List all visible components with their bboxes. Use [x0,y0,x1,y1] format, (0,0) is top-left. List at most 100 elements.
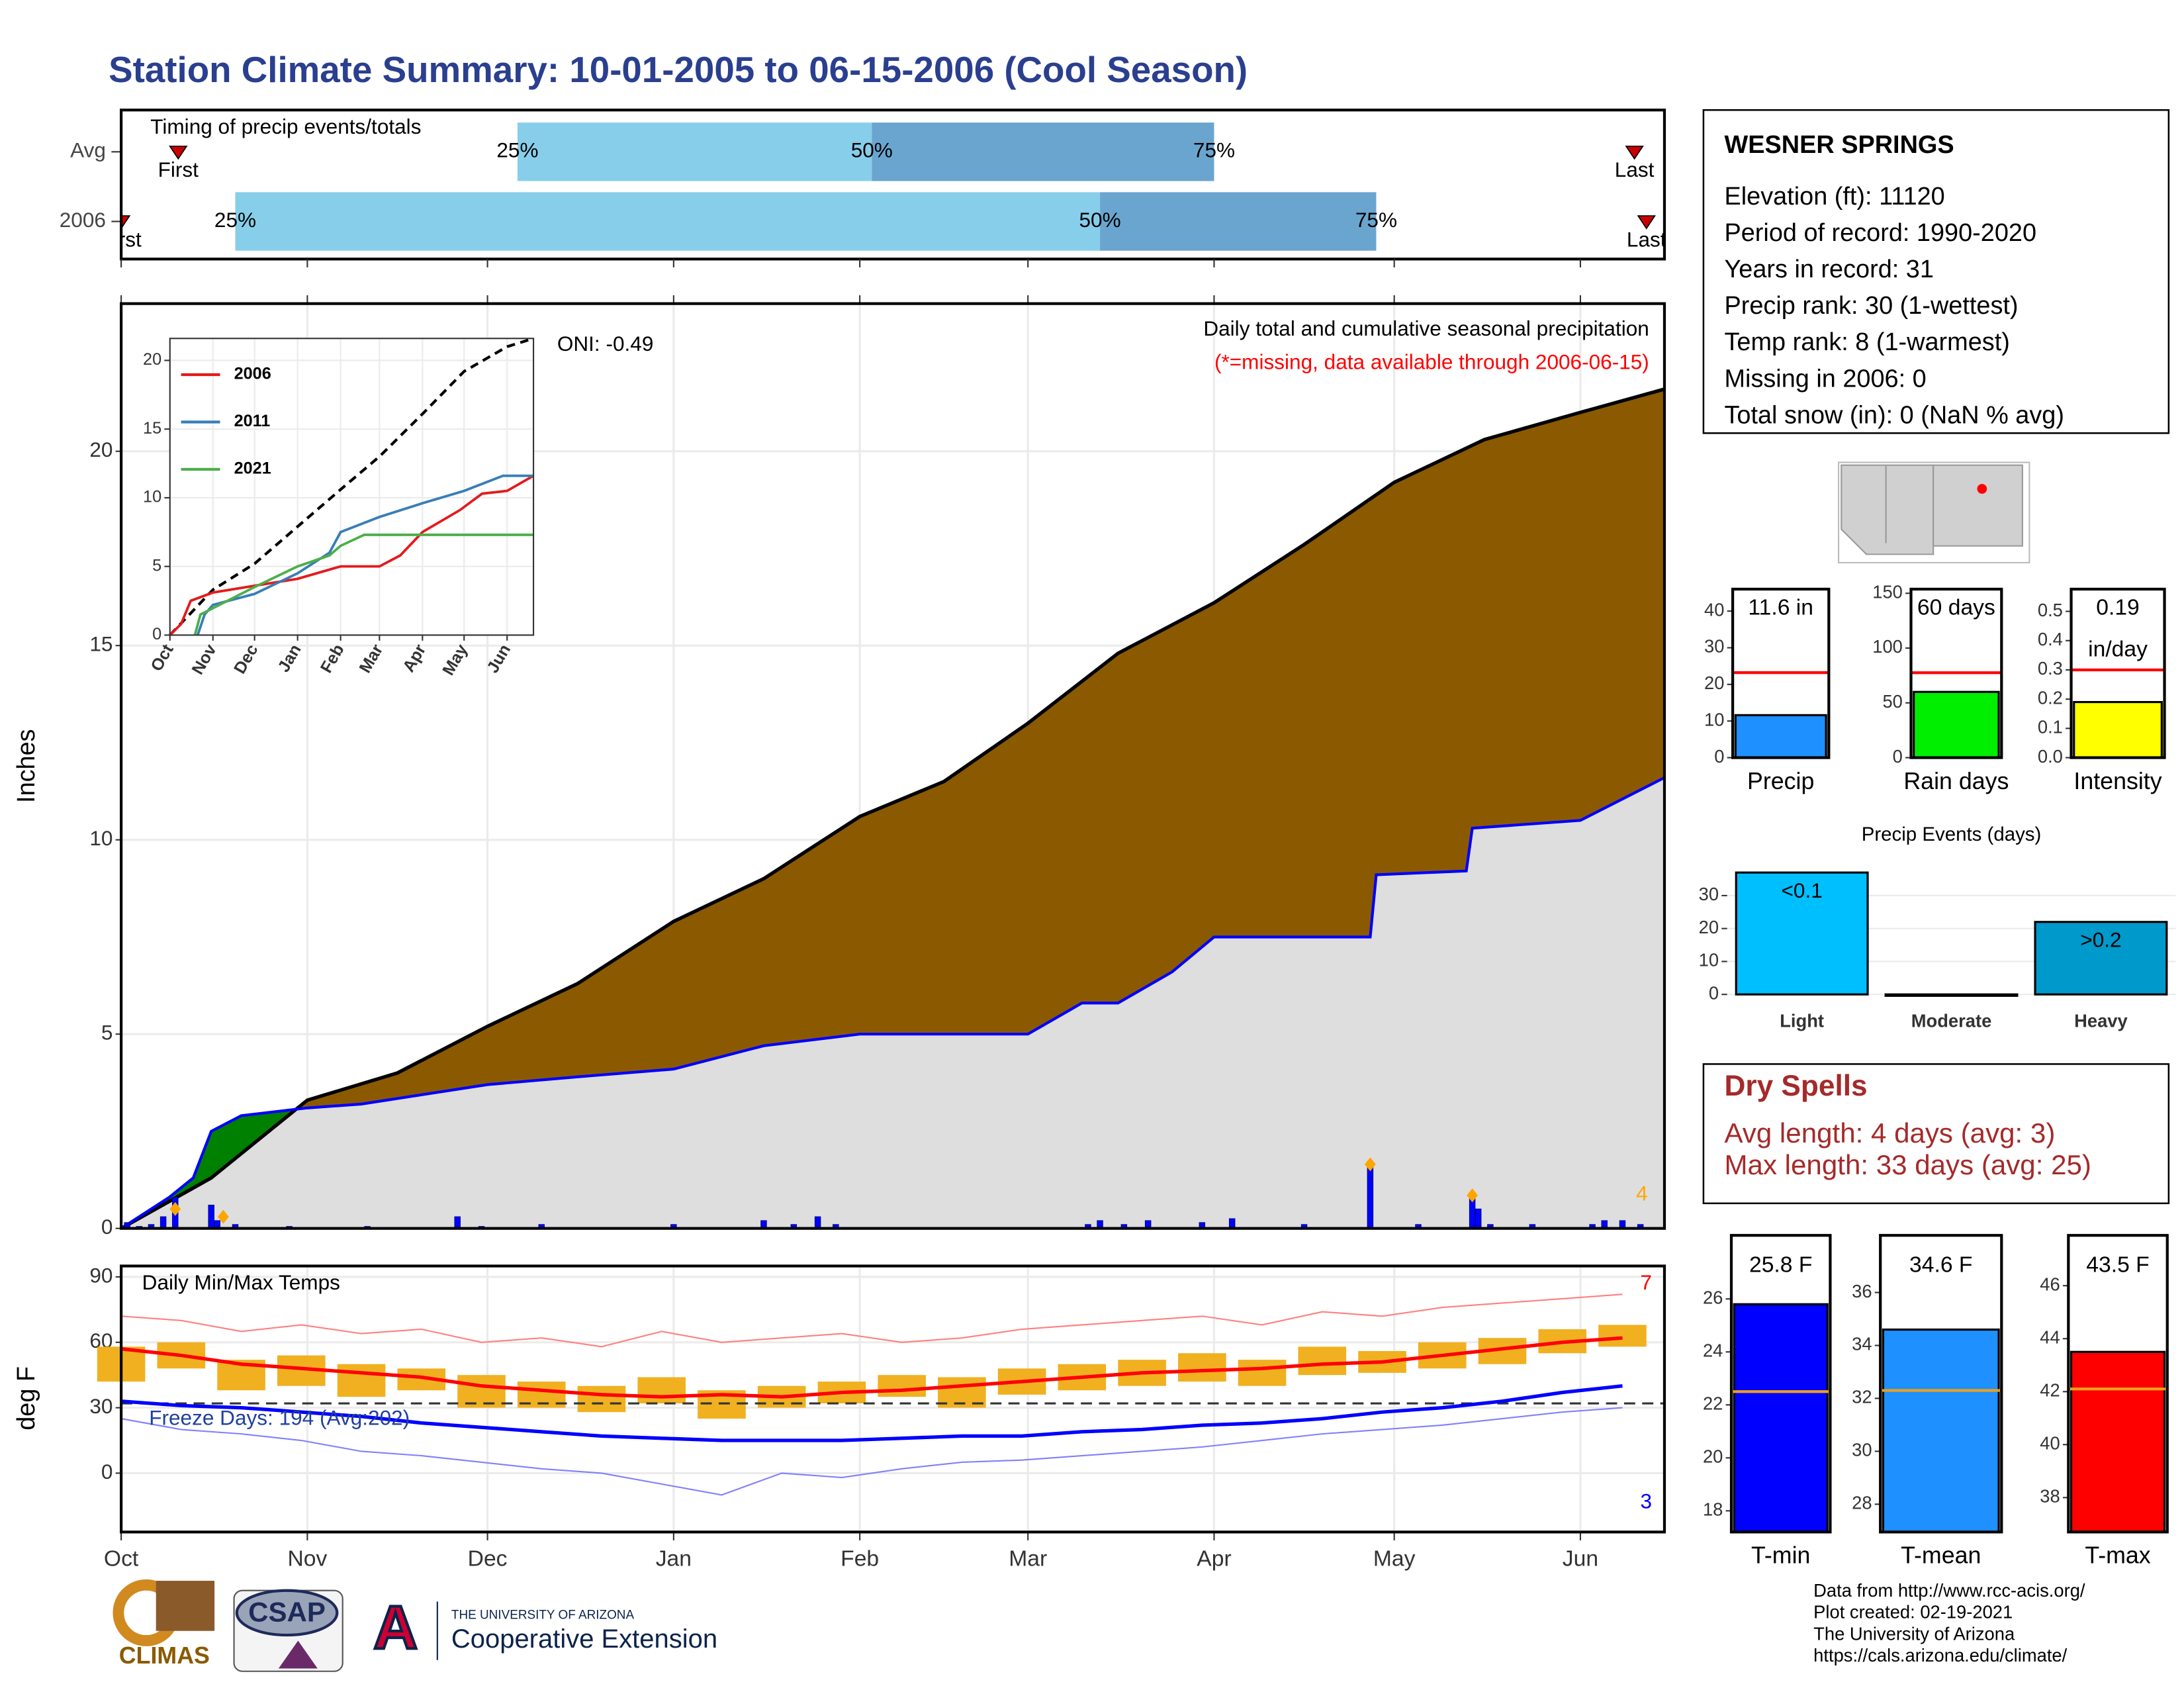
extreme-marker [169,1201,181,1216]
gauge-bar [2070,1350,2166,1533]
dry-spells-box [1702,1063,2170,1205]
y-tick-label: 38 [2040,1486,2060,1507]
temp-range-bar [577,1385,626,1413]
gauge-border [2067,1234,2169,1534]
legend-label: 2021 [234,459,271,478]
y-tick-label: 0 [1893,746,1903,767]
y-tick-label: 50 [1882,691,1902,712]
quantile-bar [235,192,1101,251]
temp-range-bar [1298,1346,1347,1376]
temp-line [120,1336,1623,1399]
value-label: 43.5 F [2086,1252,2149,1277]
y-tick-label: 15 [89,632,113,656]
x-tick-label: Moderate [1911,1011,1992,1031]
y-tick-label: 20 [1703,1446,1723,1467]
bar [1884,993,2019,997]
temp-range-bar [878,1375,926,1397]
climas-logo-block [156,1580,215,1631]
y-tick-label: 20 [1704,673,1724,693]
x-tick-label: Light [1780,1011,1824,1031]
y-tick-label: 10 [1699,950,1719,970]
csap-mountain [278,1640,318,1669]
station-box [1702,109,2170,434]
y-tick-label: 0.3 [2038,658,2063,679]
event-label: First [158,158,199,181]
category-label: Precip [1747,768,1814,794]
line [120,776,1665,1230]
extreme-marker [1467,1188,1479,1203]
daily-bar [814,1216,821,1229]
map-state [1933,464,2023,547]
quantile-label: 75% [1355,208,1397,232]
y-tick-label: 0 [1709,982,1719,1003]
station-line: Period of record: 1990-2020 [1724,219,2036,247]
quantile-label: 75% [1193,138,1235,162]
temps-title: Daily Min/Max Temps [142,1270,340,1294]
temp-range-bar [1238,1360,1287,1386]
location-map [1838,461,2030,564]
y-tick-label: 0 [101,1460,113,1483]
temp-line [120,1407,1623,1496]
station-line: Temp rank: 8 (1-warmest) [1724,328,2009,356]
y-tick-label: 34 [1852,1334,1872,1354]
event-marker [1637,215,1656,230]
event-marker [121,215,131,230]
credit-line: Plot created: 02-19-2021 [1813,1602,2013,1622]
x-tick-label: May [1373,1546,1416,1571]
y-axis-label: deg F [13,1366,40,1430]
y-tick-label: 5 [152,556,161,575]
category-label: T-max [2085,1542,2150,1569]
y-tick-label: 100 [1872,636,1903,657]
quantile-label: 25% [496,138,538,162]
ua-logo [365,1601,427,1658]
quantile-bar [872,122,1214,181]
station-location [1977,484,1987,494]
y-tick-label: 0.0 [2038,746,2063,767]
y-tick-label: 20 [1699,917,1719,937]
logos: CLIMAS CSAP A THE UNIVERSITY OF ARIZONA … [113,1579,717,1672]
y-tick-label: 30 [1699,884,1719,904]
y-tick-label: 28 [1852,1493,1872,1513]
temp-range-bar [637,1377,686,1404]
y-tick-label: 5 [101,1021,113,1045]
event-label: Last [1627,227,1666,251]
gauge-bar [1913,690,2000,759]
extension-text: Cooperative Extension [451,1624,717,1654]
gauge-border [2070,587,2166,759]
timing-clip: 25% 50% 75% First Last 25% 50% 75% First Last [121,122,1666,251]
legend-label: 2006 [234,365,271,383]
y-tick-label: 10 [1704,709,1724,729]
x-tick-label: Apr [1197,1546,1231,1571]
panel-border [119,1264,1666,1534]
temp-range-bar [1598,1325,1647,1347]
value-label: 0.19 [2096,595,2140,620]
annotation: 4 [1636,1182,1648,1205]
daily-bar [1228,1218,1236,1229]
x-tick-label: Oct [104,1546,139,1571]
y-tick-label: 0 [101,1215,113,1239]
panel-border [119,302,1666,1230]
y-tick-label: 0 [1714,746,1724,767]
bar-label: <0.1 [1781,878,1822,902]
bar-label: >0.2 [2080,928,2121,952]
station-name: WESNER SPRINGS [1724,131,1954,159]
gauge-border [1729,1234,1832,1534]
temp-line [121,1293,1623,1348]
gauge-bar [2073,701,2163,759]
y-tick-label: 24 [1703,1340,1723,1360]
y-tick-label: 18 [1703,1499,1723,1520]
quantile-bar [1100,192,1377,251]
value-label: 11.6 in [1748,595,1813,620]
value-label: 25.8 F [1749,1252,1812,1277]
panel [121,1266,1664,1532]
y-tick-label: 20 [143,350,161,369]
extreme-marker [217,1209,229,1224]
quantile-bar [517,122,872,181]
daily-bar [208,1204,214,1229]
row-label: Avg [70,138,106,162]
y-tick-label: 44 [2040,1327,2060,1347]
station-line: Elevation (ft): 11120 [1724,183,1944,211]
y-tick-label: 22 [1703,1393,1723,1414]
